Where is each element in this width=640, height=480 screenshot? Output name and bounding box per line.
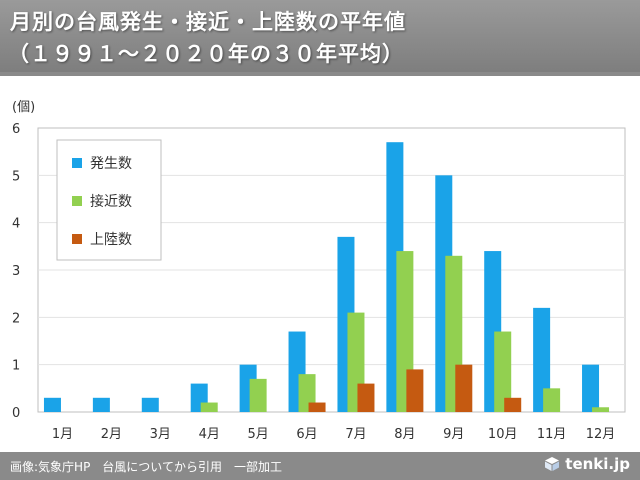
image-credit: 画像:気象庁HP 台風についてから引用 一部加工 [10,460,282,474]
x-tick-label: 12月 [586,427,616,442]
x-tick-label: 11月 [537,427,567,442]
legend-swatch [72,196,82,206]
title-bar: 月別の台風発生・接近・上陸数の平年値 （１９９１～２０２０年の３０年平均） [0,0,640,72]
bar-1 [582,364,600,412]
bar-chart: 0 1 2 3 4 5 6 (個) 1月 2月 3月 4月 5月 6月 7月 8月 9月 10月 11月 12月 発生数… [12,100,626,442]
x-tick-label: 3月 [150,427,171,442]
bar-3 [455,364,473,412]
bar-3 [504,397,522,412]
legend-label: 接近数 [90,193,132,210]
y-tick-label: 3 [12,264,20,279]
x-tick-label: 7月 [345,427,366,442]
y-tick-label: 2 [12,311,20,326]
y-axis-label: (個) [12,100,35,115]
bar-3 [357,383,375,412]
y-tick-label: 0 [12,406,20,421]
x-tick-label: 8月 [394,427,415,442]
bar-1 [533,307,551,412]
bar-2 [543,388,561,412]
y-tick-label: 1 [12,359,20,374]
bar-2 [592,407,610,412]
tenki-cube-icon [545,457,560,471]
brand-logo: tenki.jp [544,455,630,473]
chart-subtitle: （１９９１～２０２０年の３０年平均） [8,42,404,66]
footer [0,452,640,480]
bar-3 [406,369,424,412]
legend-label: 上陸数 [90,232,132,248]
chart-panel: 0 1 2 3 4 5 6 (個) 1月 2月 3月 4月 5月 6月 7月 8月 9月 10月 11月 12月 発生数… [0,76,640,452]
x-tick-label: 9月 [443,427,464,442]
bar-2 [494,331,512,412]
bar-3 [308,402,326,412]
x-tick-label: 2月 [101,427,122,442]
bar-1 [43,397,61,412]
bar-2 [249,378,267,412]
bar-1 [141,397,159,412]
x-tick-label: 1月 [52,427,73,442]
y-tick-label: 5 [12,169,20,184]
brand-name: tenki.jp [565,455,630,473]
x-tick-label: 6月 [296,427,317,442]
bar-2 [200,402,218,412]
x-tick-label: 4月 [199,427,220,442]
x-tick-label: 5月 [247,427,268,442]
chart-title: 月別の台風発生・接近・上陸数の平年値 [10,10,406,34]
y-tick-label: 4 [12,217,20,232]
x-tick-label: 10月 [488,427,518,442]
legend-swatch [72,158,82,168]
legend-swatch [72,234,82,244]
legend-label: 発生数 [90,156,132,172]
y-tick-label: 6 [12,122,20,137]
bar-1 [92,397,110,412]
